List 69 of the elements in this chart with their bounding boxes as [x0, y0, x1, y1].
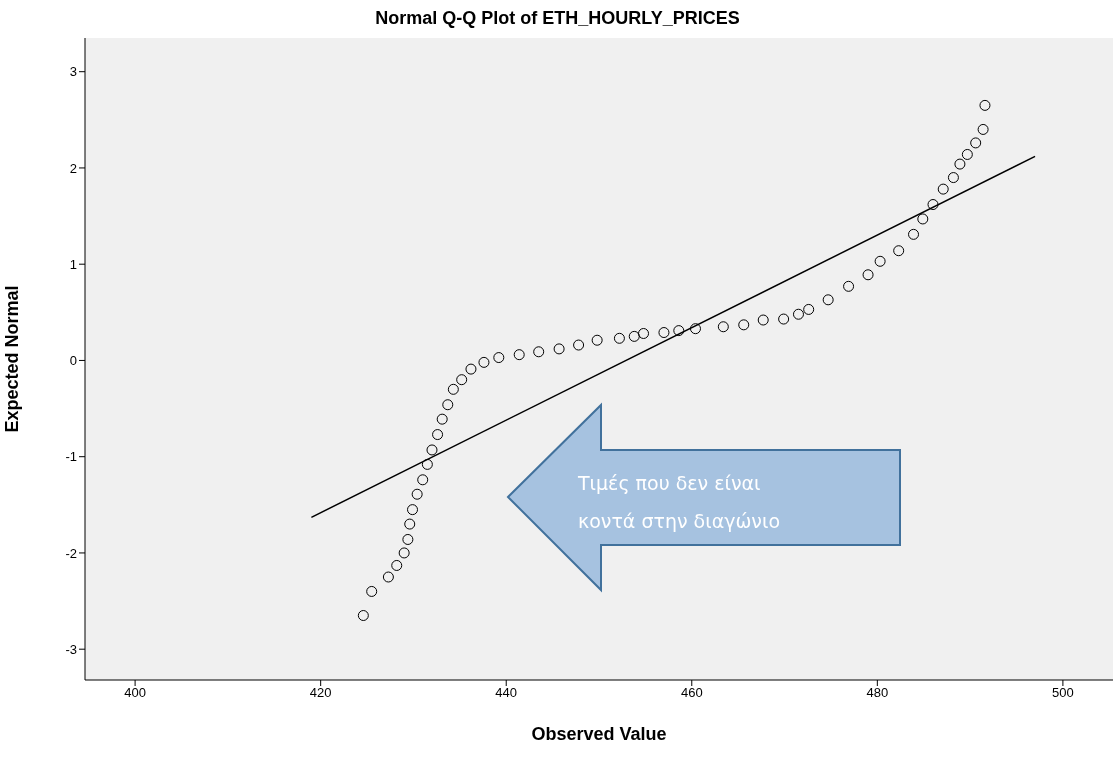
point — [822, 294, 834, 306]
point — [553, 343, 565, 355]
point — [513, 349, 525, 361]
point — [436, 413, 448, 425]
x-axis-title: Observed Value — [531, 724, 667, 744]
point — [432, 429, 444, 441]
point — [404, 518, 416, 530]
point — [954, 158, 966, 170]
point — [447, 383, 459, 395]
point — [573, 339, 585, 351]
x-tick-label: 480 — [866, 685, 889, 701]
point — [803, 303, 815, 315]
x-tick-label: 400 — [124, 685, 146, 701]
point — [937, 183, 949, 195]
point — [843, 280, 855, 292]
x-tick-label: 440 — [495, 685, 518, 701]
point — [717, 321, 729, 333]
point — [366, 585, 378, 597]
point — [591, 334, 603, 346]
point — [442, 399, 454, 411]
point — [613, 332, 625, 344]
point — [947, 172, 959, 184]
y-tick-label: 2 — [69, 160, 77, 176]
y-tick-label: 0 — [69, 353, 77, 369]
point — [917, 213, 929, 225]
point — [398, 547, 410, 559]
point — [977, 123, 989, 135]
point — [493, 352, 505, 364]
point — [478, 356, 490, 368]
point — [673, 325, 685, 337]
point — [893, 245, 905, 257]
point — [778, 313, 790, 325]
y-tick-label: -3 — [65, 641, 77, 657]
x-tick-label: 420 — [309, 685, 332, 701]
point — [738, 319, 750, 331]
point — [456, 374, 468, 386]
point — [908, 228, 920, 240]
point — [961, 148, 973, 160]
point — [862, 269, 874, 281]
point — [638, 327, 650, 339]
point — [465, 363, 477, 375]
annotation: Τιμές που δεν είναι κοντά στην διαγώνιο — [577, 472, 781, 532]
y-axis-title: Expected Normal — [2, 285, 23, 433]
point — [792, 308, 804, 320]
point — [533, 346, 545, 358]
point — [874, 255, 886, 267]
point — [421, 458, 433, 470]
point — [357, 610, 369, 622]
y-tick-label: 1 — [69, 256, 77, 272]
point — [970, 137, 982, 149]
y-tick-label: -1 — [65, 449, 77, 465]
chart-title: Normal Q-Q Plot of ETH_HOURLY_PRICES — [374, 8, 741, 29]
y-tick-label: -2 — [65, 545, 77, 561]
point — [628, 330, 640, 342]
x-tick-label: 500 — [1052, 685, 1074, 701]
point — [417, 474, 429, 486]
y-tick-label: 3 — [69, 64, 77, 80]
point — [757, 314, 769, 326]
point — [402, 533, 414, 545]
point — [411, 488, 423, 500]
point — [426, 444, 438, 456]
point — [407, 504, 419, 516]
point — [979, 99, 991, 111]
point — [689, 323, 701, 335]
point — [382, 571, 394, 583]
point — [927, 199, 939, 211]
point — [658, 327, 670, 339]
point — [391, 559, 403, 571]
x-tick-label: 460 — [680, 685, 703, 701]
